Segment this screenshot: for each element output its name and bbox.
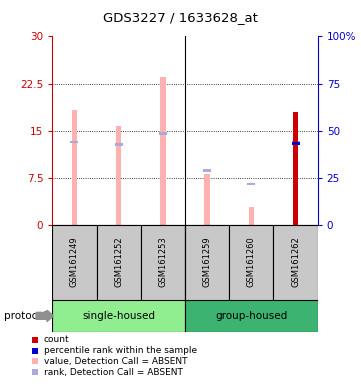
Bar xyxy=(70,141,78,143)
Bar xyxy=(292,141,300,143)
Text: count: count xyxy=(44,335,69,344)
Bar xyxy=(97,225,141,300)
Text: rank, Detection Call = ABSENT: rank, Detection Call = ABSENT xyxy=(44,367,183,377)
Bar xyxy=(159,132,167,135)
Bar xyxy=(229,225,274,300)
Text: group-housed: group-housed xyxy=(215,311,287,321)
Bar xyxy=(160,77,166,225)
Bar xyxy=(115,143,123,146)
Bar xyxy=(72,111,77,225)
Text: value, Detection Call = ABSENT: value, Detection Call = ABSENT xyxy=(44,357,187,366)
Text: GSM161249: GSM161249 xyxy=(70,237,79,287)
Text: GSM161259: GSM161259 xyxy=(203,237,212,287)
Bar xyxy=(293,112,298,225)
Bar xyxy=(52,225,97,300)
Text: GSM161260: GSM161260 xyxy=(247,237,256,288)
Text: GSM161253: GSM161253 xyxy=(158,237,168,288)
Bar xyxy=(292,142,300,145)
Bar xyxy=(204,174,210,225)
Text: GDS3227 / 1633628_at: GDS3227 / 1633628_at xyxy=(103,11,258,24)
Text: percentile rank within the sample: percentile rank within the sample xyxy=(44,346,197,355)
Text: single-housed: single-housed xyxy=(82,311,155,321)
Text: protocol: protocol xyxy=(4,311,46,321)
Bar xyxy=(203,169,211,172)
Text: GSM161262: GSM161262 xyxy=(291,237,300,288)
Bar xyxy=(249,207,254,225)
Bar xyxy=(141,225,185,300)
Bar xyxy=(293,112,298,225)
Bar xyxy=(185,300,318,331)
Text: GSM161252: GSM161252 xyxy=(114,237,123,287)
Bar xyxy=(52,300,185,331)
Bar xyxy=(247,183,255,185)
Bar xyxy=(185,225,229,300)
Bar xyxy=(116,126,121,225)
Bar xyxy=(274,225,318,300)
